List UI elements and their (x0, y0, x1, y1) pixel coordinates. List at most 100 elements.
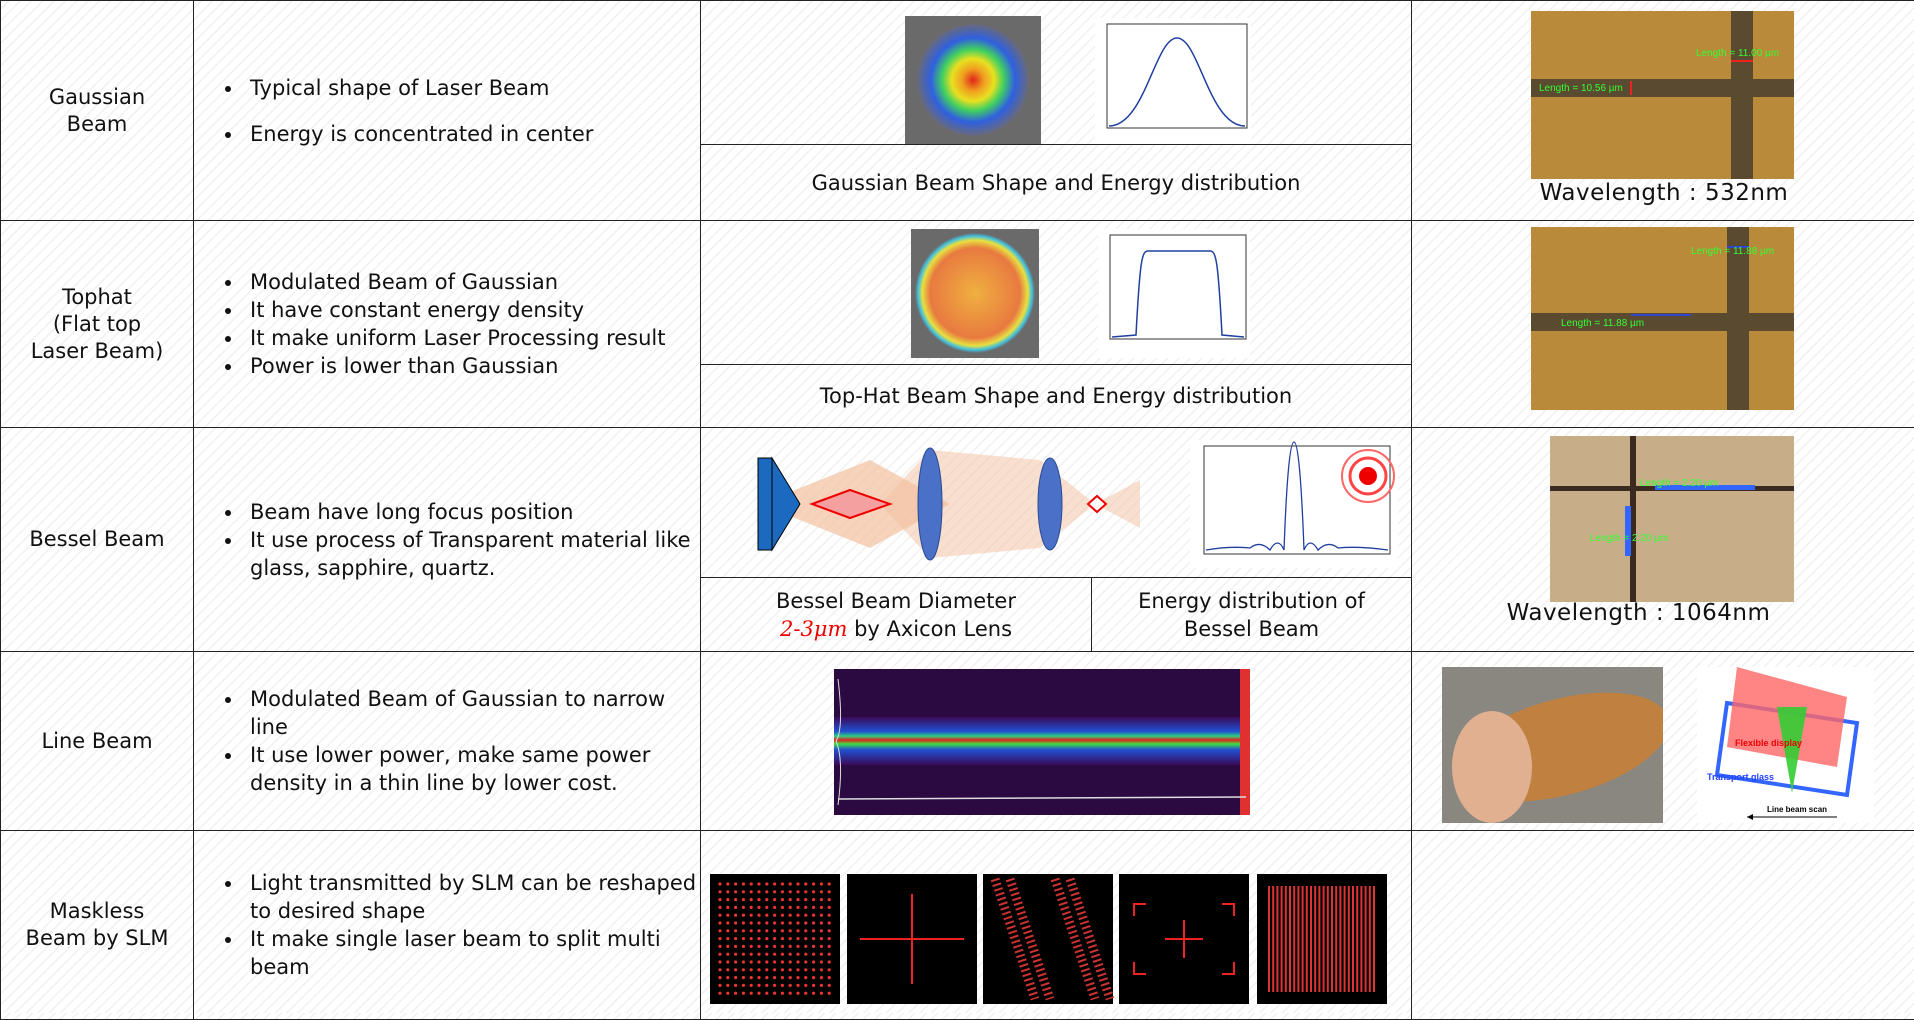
dot (734, 968, 737, 971)
bessel-plot (1190, 440, 1398, 568)
dot (828, 914, 831, 917)
dot (750, 898, 753, 901)
dot (765, 960, 768, 963)
dot (773, 914, 776, 917)
dot (796, 960, 799, 963)
dot (773, 882, 776, 885)
row-description: Modulated Beam of GaussianIt have consta… (193, 220, 701, 428)
dot (804, 960, 807, 963)
row-description: Light transmitted by SLM can be reshaped… (193, 830, 701, 1020)
dot (804, 898, 807, 901)
dot (742, 882, 745, 885)
dot (718, 984, 721, 987)
dot (718, 929, 721, 932)
caption-rest: by Axicon Lens (854, 617, 1012, 641)
dot (820, 929, 823, 932)
dot (742, 992, 745, 995)
dot (804, 906, 807, 909)
dot (796, 945, 799, 948)
dot (726, 968, 729, 971)
dot (726, 984, 729, 987)
dot (742, 976, 745, 979)
dot (812, 898, 815, 901)
name-line: (Flat top (53, 311, 141, 338)
dot (828, 937, 831, 940)
dot (750, 945, 753, 948)
dot (796, 937, 799, 940)
dot (804, 937, 807, 940)
dot (812, 992, 815, 995)
dot (757, 953, 760, 956)
dot (757, 976, 760, 979)
dot (742, 953, 745, 956)
dot (765, 976, 768, 979)
dot (734, 898, 737, 901)
dot (781, 921, 784, 924)
dot (726, 937, 729, 940)
dot (718, 890, 721, 893)
dot (742, 898, 745, 901)
dot (796, 921, 799, 924)
dot (750, 960, 753, 963)
dot (812, 984, 815, 987)
dot (765, 914, 768, 917)
dot (789, 953, 792, 956)
dot (796, 968, 799, 971)
name-line: Bessel Beam (29, 526, 164, 553)
dot (781, 898, 784, 901)
dot (781, 929, 784, 932)
dot (718, 953, 721, 956)
caption: Gaussian Beam Shape and Energy distribut… (812, 169, 1301, 197)
dot (718, 914, 721, 917)
dot (820, 945, 823, 948)
tophat-wafer: Length = 11.88 µm Length = 11.88 µm (1531, 227, 1794, 410)
bullet-list: Modulated Beam of GaussianIt have consta… (194, 268, 666, 380)
bullet-list: Typical shape of Laser BeamEnergy is con… (194, 74, 593, 148)
bullet: Energy is concentrated in center (244, 120, 593, 148)
dot (718, 960, 721, 963)
dot (773, 960, 776, 963)
dot (773, 921, 776, 924)
dot (812, 890, 815, 893)
dot (742, 914, 745, 917)
dot (820, 906, 823, 909)
dot (812, 960, 815, 963)
dot (750, 890, 753, 893)
dot (789, 984, 792, 987)
dot (781, 968, 784, 971)
dot (812, 929, 815, 932)
dot (718, 945, 721, 948)
dot (773, 890, 776, 893)
measurement: Length = 2.20 µm (1640, 478, 1718, 489)
dot (828, 945, 831, 948)
bullet: It make uniform Laser Processing result (244, 324, 666, 352)
dot (734, 914, 737, 917)
dot (765, 898, 768, 901)
dot (773, 992, 776, 995)
dot (820, 898, 823, 901)
dot (796, 976, 799, 979)
dot (734, 906, 737, 909)
dot (742, 968, 745, 971)
dot (789, 968, 792, 971)
dot (781, 992, 784, 995)
dot (812, 882, 815, 885)
dot (820, 937, 823, 940)
dot (812, 968, 815, 971)
dot (734, 960, 737, 963)
dot (750, 914, 753, 917)
dot (820, 890, 823, 893)
dot (742, 921, 745, 924)
dot (781, 890, 784, 893)
dot (765, 945, 768, 948)
dot (757, 906, 760, 909)
tophat-spot (911, 229, 1039, 358)
dot (757, 992, 760, 995)
dot (796, 992, 799, 995)
dot (796, 890, 799, 893)
dot (757, 921, 760, 924)
dot (765, 953, 768, 956)
image-cell (700, 0, 1412, 145)
dot (765, 937, 768, 940)
